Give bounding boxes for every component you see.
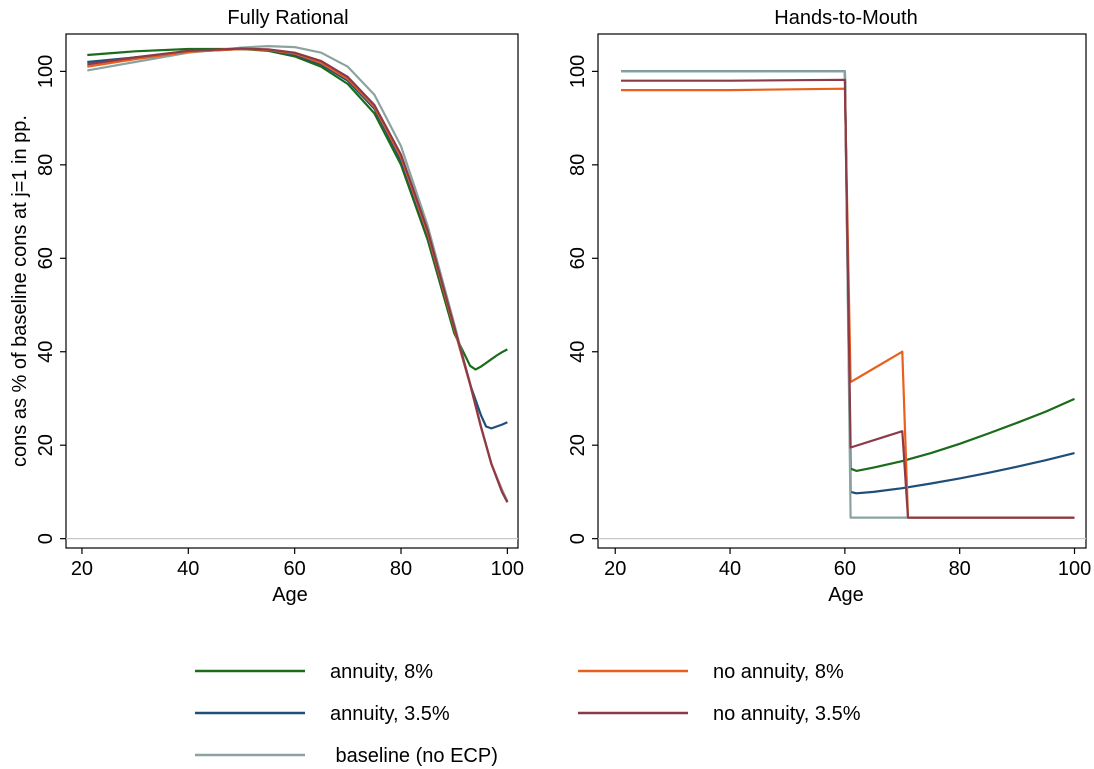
plot-frame: [597, 33, 1087, 549]
x-tick-label: 40: [719, 558, 741, 580]
y-tick-label: 20: [35, 434, 57, 456]
y-tick-label: 0: [567, 533, 589, 544]
x-tick-label: 20: [71, 558, 93, 580]
legend-item: annuity, 3.5%: [195, 703, 450, 725]
legend-label: annuity, 8%: [330, 661, 433, 683]
y-tick-label: 60: [35, 247, 57, 269]
series-line: [87, 45, 509, 502]
y-axis-label: cons as % of baseline cons at j=1 in pp.: [9, 115, 31, 467]
series-line: [621, 78, 1075, 519]
legend-item: no annuity, 3.5%: [578, 703, 861, 725]
plot-frame: [65, 33, 519, 549]
x-tick-label: 100: [1058, 558, 1091, 580]
panel-title: Hands-to-Mouth: [774, 7, 917, 29]
y-tick-label: 100: [35, 55, 57, 88]
x-axis-label: Age: [272, 584, 308, 606]
y-tick-label: 0: [35, 533, 57, 544]
y-tick-label: 40: [567, 341, 589, 363]
series-line: [87, 47, 509, 503]
x-tick-label: 20: [604, 558, 626, 580]
legend: annuity, 8% no annuity, 8% annuity, 3.5% no…: [195, 661, 861, 767]
legend-label: annuity, 3.5%: [330, 703, 450, 725]
series-line: [87, 47, 508, 371]
legend-item: annuity, 8%: [195, 661, 433, 683]
x-tick-label: 80: [949, 558, 971, 580]
y-tick-label: 40: [35, 341, 57, 363]
legend-item: baseline (no ECP): [195, 745, 498, 767]
panel-hands-to-mouth: Hands-to-Mouth Age 20 40 60 80 100 0 20 40 60 80 1…: [567, 7, 1091, 606]
x-tick-label: 100: [491, 558, 524, 580]
y-tick-label: 60: [567, 247, 589, 269]
series-line: [87, 47, 508, 430]
legend-label: no annuity, 3.5%: [713, 703, 861, 725]
panel-title: Fully Rational: [227, 7, 348, 29]
x-axis-label: Age: [828, 584, 864, 606]
x-tick-label: 60: [834, 558, 856, 580]
legend-label: baseline (no ECP): [330, 745, 498, 767]
y-tick-label: 80: [567, 154, 589, 176]
y-tick-label: 100: [567, 55, 589, 88]
legend-label: no annuity, 8%: [713, 661, 844, 683]
y-tick-label: 20: [567, 434, 589, 456]
x-tick-label: 40: [177, 558, 199, 580]
y-tick-label: 80: [35, 154, 57, 176]
series-line: [87, 47, 509, 503]
x-tick-label: 60: [284, 558, 306, 580]
x-tick-label: 80: [390, 558, 412, 580]
panel-fully-rational: Fully Rational Age cons as % of baseline…: [9, 7, 524, 606]
legend-item: no annuity, 8%: [578, 661, 844, 683]
